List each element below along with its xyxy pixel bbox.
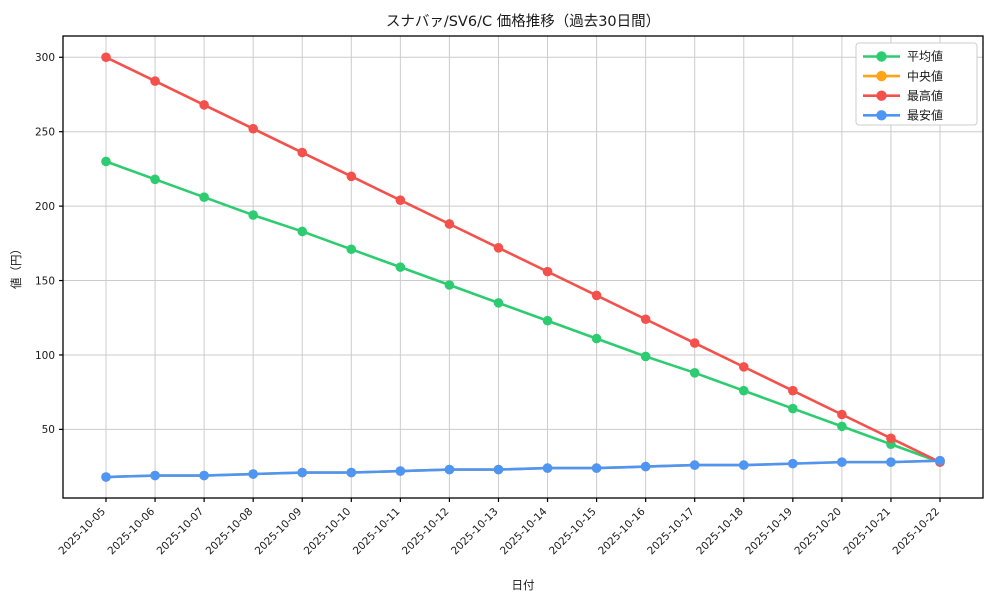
data-point-series-3: [101, 472, 111, 482]
x-tick-label: 2025-10-22: [890, 506, 942, 558]
chart-title: スナバァ/SV6/C 価格推移（過去30日間）: [386, 13, 660, 30]
x-tick-label: 2025-10-13: [449, 506, 501, 558]
x-tick-label: 2025-10-20: [792, 506, 844, 558]
data-point-series-0: [689, 368, 700, 378]
data-point-series-2: [591, 290, 602, 301]
data-point-series-0: [150, 174, 160, 185]
data-point-series-3: [788, 458, 798, 469]
legend-label: 最安値: [907, 108, 943, 123]
data-point-series-3: [689, 460, 700, 470]
legend-sample-marker: [876, 90, 887, 101]
data-point-series-3: [248, 469, 258, 479]
data-point-series-0: [346, 244, 357, 255]
y-axis-label: 値（円）: [9, 243, 23, 289]
data-point-series-3: [395, 466, 406, 476]
y-tick-label: 200: [35, 201, 55, 213]
data-point-series-0: [297, 226, 308, 237]
data-point-series-2: [886, 433, 896, 444]
x-tick-label: 2025-10-07: [155, 506, 207, 558]
data-point-series-2: [640, 314, 651, 325]
data-point-series-0: [248, 210, 258, 220]
data-point-series-2: [444, 219, 455, 229]
data-point-series-2: [542, 266, 553, 277]
axes-frame: [62, 35, 984, 499]
series-line-0: [104, 160, 942, 464]
x-tick-label: 2025-10-12: [400, 506, 452, 558]
data-point-series-3: [640, 461, 651, 472]
x-tick-label: 2025-10-15: [547, 506, 599, 558]
data-point-series-2: [101, 52, 111, 63]
y-tick-label: 50: [42, 424, 55, 436]
data-point-series-2: [199, 100, 209, 110]
data-point-series-2: [738, 362, 749, 372]
series-line-2: [104, 55, 942, 464]
x-tick-label: 2025-10-08: [204, 506, 256, 558]
x-tick-label: 2025-10-18: [694, 506, 746, 558]
tick-layer: 2025-10-052025-10-062025-10-072025-10-08…: [35, 52, 942, 557]
data-point-series-2: [788, 385, 798, 396]
data-point-series-0: [788, 403, 798, 414]
data-point-series-0: [591, 333, 602, 344]
data-point-series-0: [101, 156, 111, 167]
data-point-series-3: [297, 467, 308, 478]
data-point-series-3: [837, 457, 847, 467]
data-point-series-0: [640, 351, 651, 362]
legend-label: 中央値: [907, 68, 943, 83]
data-point-series-2: [150, 76, 160, 86]
data-point-series-0: [395, 262, 406, 272]
x-tick-label: 2025-10-11: [351, 506, 403, 558]
data-point-series-0: [542, 315, 553, 326]
grid-layer: [63, 36, 983, 498]
x-axis-label: 日付: [512, 578, 535, 592]
legend-sample-marker: [876, 51, 887, 62]
data-point-series-2: [297, 147, 308, 158]
data-point-series-2: [689, 338, 700, 348]
data-point-series-0: [738, 385, 749, 396]
data-point-series-2: [395, 195, 406, 205]
data-point-series-3: [886, 457, 896, 467]
data-point-series-3: [542, 463, 553, 473]
data-point-series-3: [935, 455, 945, 466]
x-tick-label: 2025-10-21: [841, 506, 893, 558]
y-tick-label: 300: [35, 52, 55, 64]
y-tick-label: 100: [35, 350, 55, 362]
x-tick-label: 2025-10-16: [596, 505, 648, 557]
data-point-series-3: [591, 463, 602, 473]
legend-box: [855, 42, 978, 126]
x-tick-label: 2025-10-10: [302, 506, 354, 558]
data-point-series-3: [444, 464, 455, 475]
x-tick-label: 2025-10-09: [253, 506, 305, 558]
x-tick-label: 2025-10-14: [498, 505, 550, 557]
data-point-series-3: [346, 467, 357, 478]
y-tick-label: 150: [35, 275, 55, 287]
legend-sample-marker: [876, 70, 887, 82]
data-point-series-0: [493, 298, 504, 308]
data-point-series-0: [837, 421, 847, 432]
data-point-series-0: [444, 280, 455, 290]
series-line-3: [104, 459, 942, 479]
data-point-series-0: [199, 192, 209, 202]
x-tick-label: 2025-10-05: [56, 506, 108, 558]
legend-sample-marker: [876, 110, 887, 121]
series-layer: [101, 52, 945, 482]
data-point-series-2: [837, 409, 847, 420]
data-point-series-3: [150, 470, 160, 481]
legend-label: 最高値: [907, 88, 943, 103]
legend-label: 平均値: [907, 49, 943, 64]
x-tick-label: 2025-10-06: [106, 505, 158, 557]
x-tick-label: 2025-10-17: [645, 506, 697, 558]
y-tick-label: 250: [35, 127, 55, 139]
data-point-series-2: [248, 123, 258, 134]
data-point-series-3: [199, 470, 209, 481]
data-point-series-3: [493, 464, 504, 475]
data-point-series-2: [493, 242, 504, 253]
data-point-series-2: [346, 171, 357, 182]
x-tick-label: 2025-10-19: [743, 506, 795, 558]
data-point-series-3: [738, 460, 749, 470]
